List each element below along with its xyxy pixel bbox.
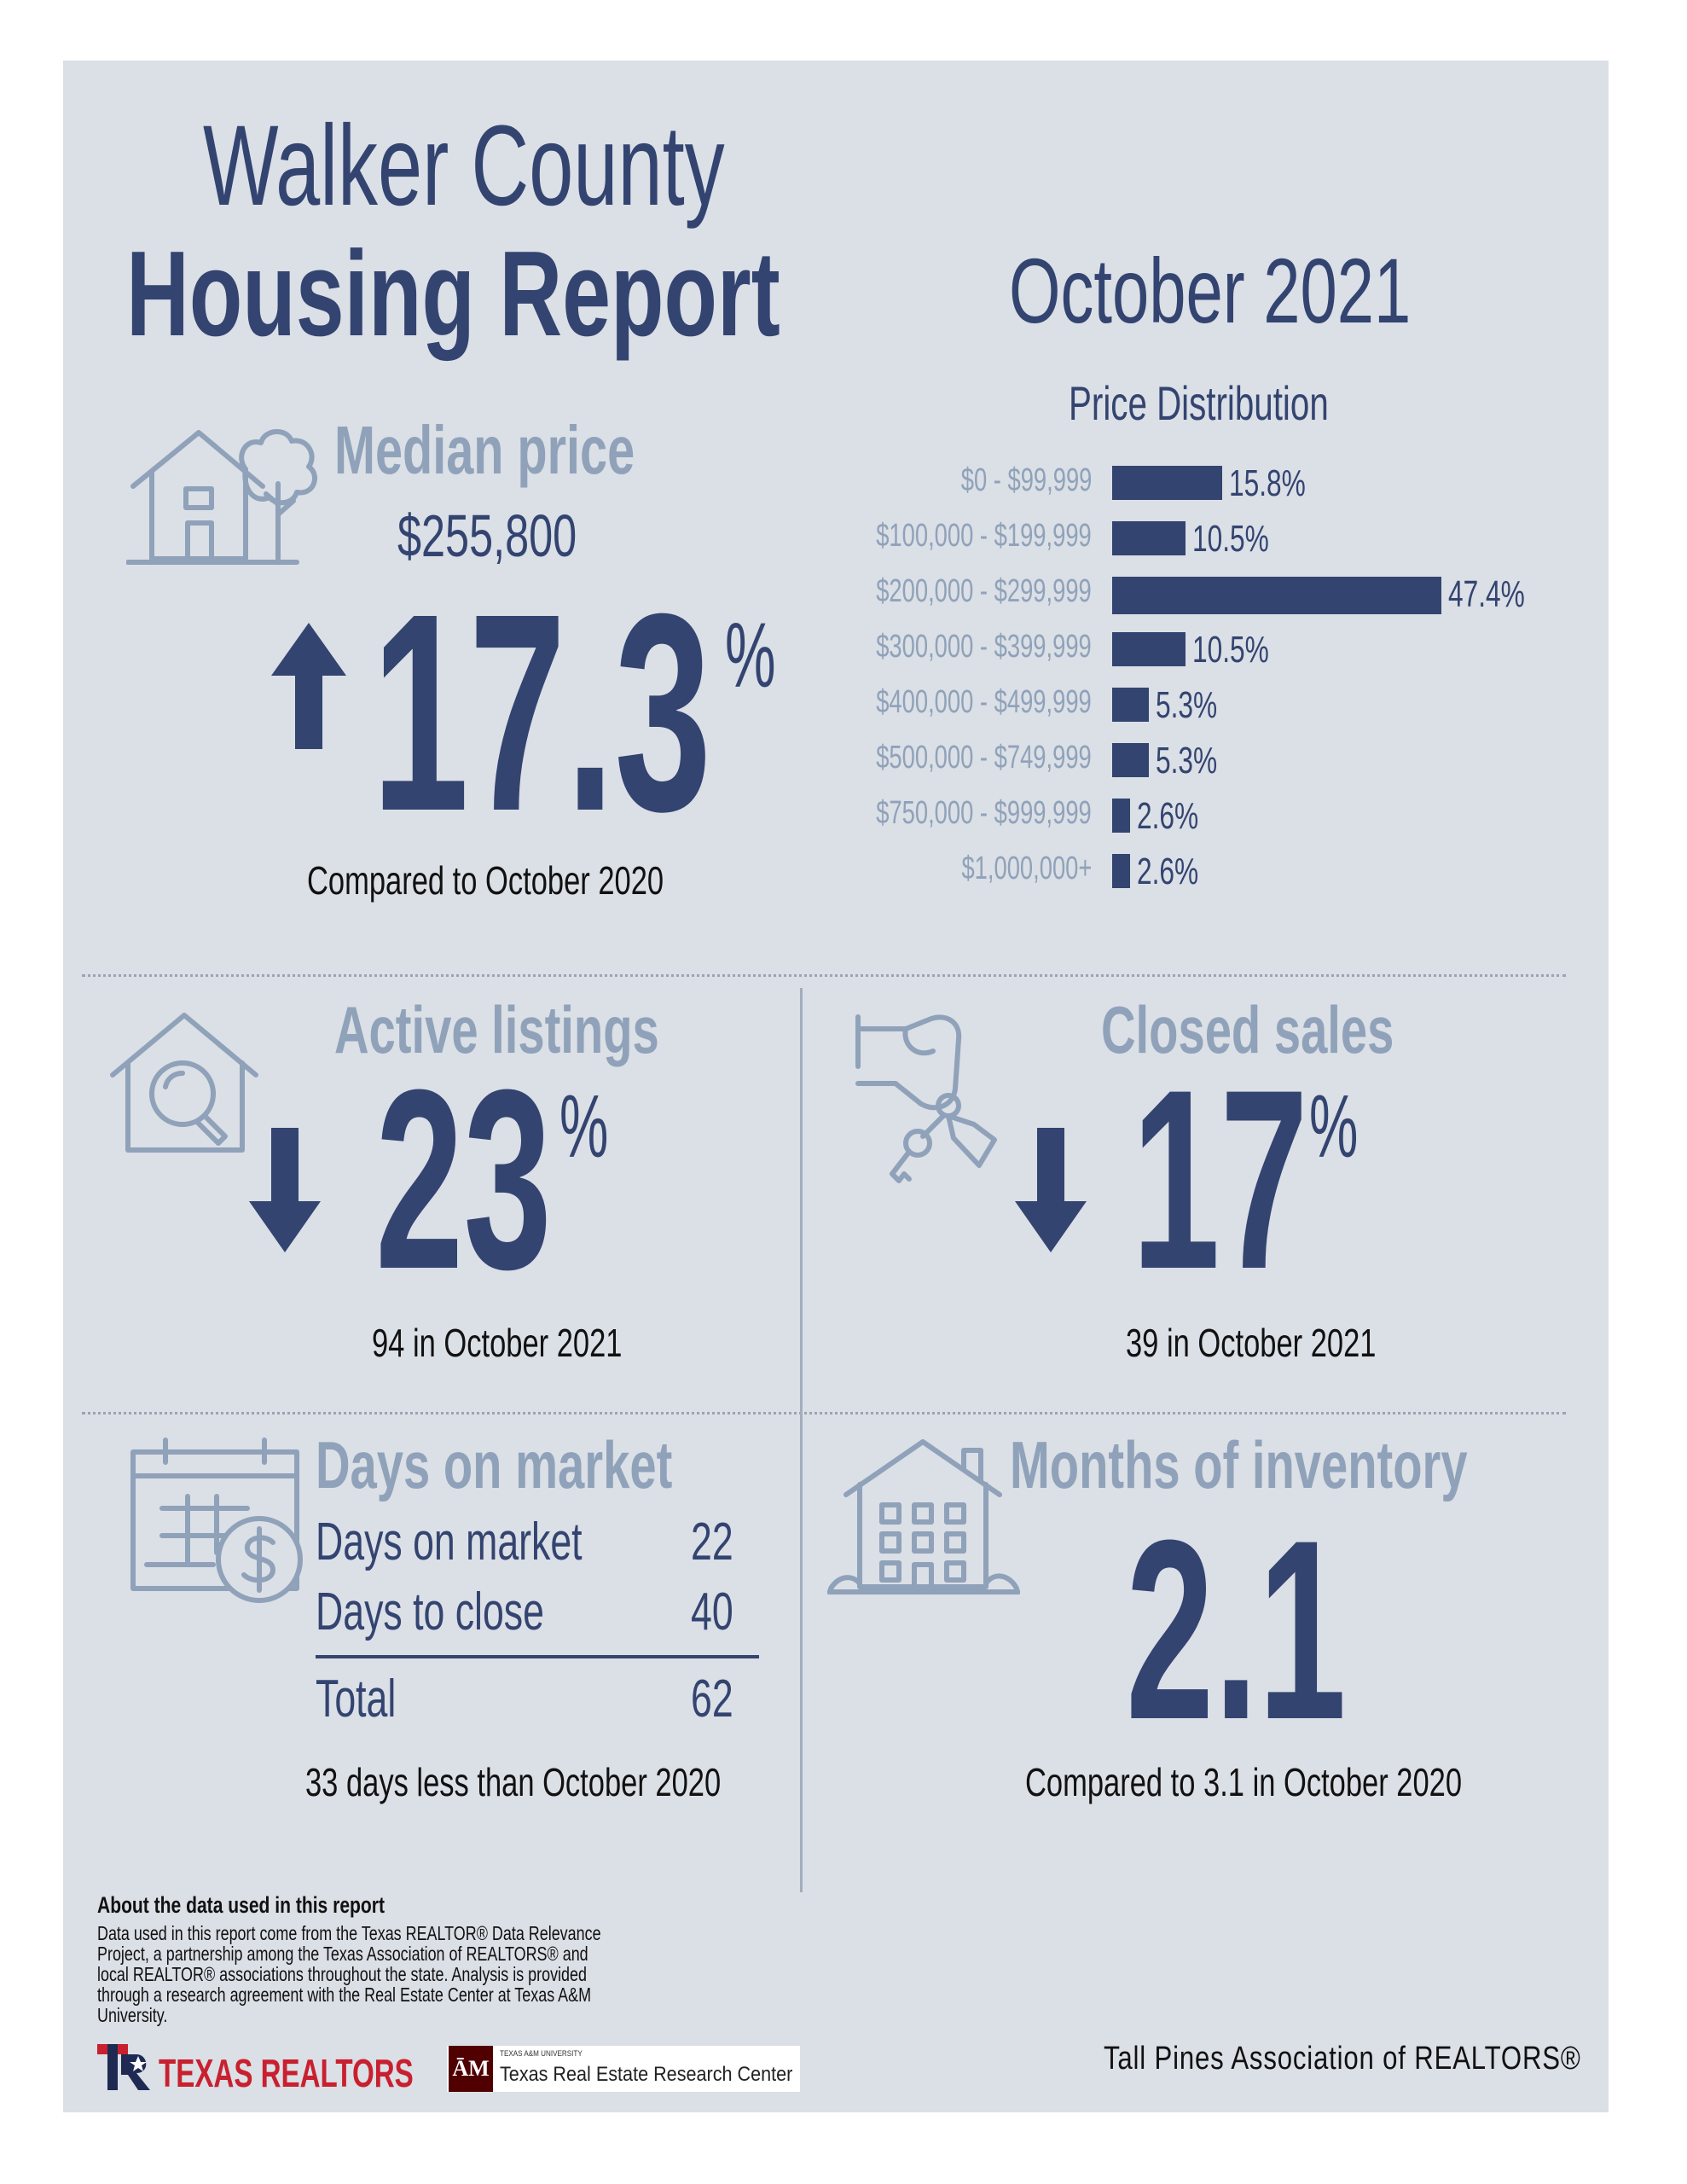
months-inventory-comparison: Compared to 3.1 in October 2020 xyxy=(1025,1760,1463,1804)
chart-value-label: 5.3% xyxy=(1156,740,1218,781)
hand-keys-icon xyxy=(855,1014,997,1183)
arrow-down-icon xyxy=(1015,1128,1087,1252)
chart-category-label: $500,000 - $749,999 xyxy=(876,740,1092,775)
price-distribution-chart: $0 - $99,999 $100,000 - $199,999 $200,000 … xyxy=(768,461,1586,904)
median-change-percent: % xyxy=(725,603,776,706)
chart-value-label: 10.5% xyxy=(1191,629,1269,671)
closed-sales-change: 17 xyxy=(1132,1036,1308,1322)
house-search-icon xyxy=(110,1013,258,1153)
tamu-logo-icon: ĀM xyxy=(449,2046,493,2092)
active-listings-change: 23 xyxy=(375,1036,552,1322)
median-price-label: Median price xyxy=(334,412,635,488)
chart-category-label: $400,000 - $499,999 xyxy=(876,684,1092,720)
total-rule xyxy=(316,1655,759,1658)
chart-title: Price Distribution xyxy=(1069,376,1329,430)
chart-bar xyxy=(1112,466,1222,500)
closed-sales-percent: % xyxy=(1309,1077,1359,1176)
active-listings-detail: 94 in October 2021 xyxy=(372,1321,623,1365)
median-change-value: 17.3 xyxy=(372,555,712,869)
months-inventory-value: 2.1 xyxy=(1126,1486,1347,1773)
tamu-small-text: TEXAS A&M UNIVERSITY xyxy=(500,2049,583,2058)
total-row-value: 62 xyxy=(691,1670,733,1728)
divider-top xyxy=(82,974,1566,977)
divider-middle xyxy=(82,1412,1566,1414)
chart-bar xyxy=(1112,577,1441,614)
calendar-dollar-icon xyxy=(130,1438,303,1603)
divider-vertical xyxy=(800,988,803,1892)
house-tree-icon xyxy=(126,429,317,565)
dtc-row-value: 40 xyxy=(691,1583,733,1641)
chart-value-label: 10.5% xyxy=(1191,518,1269,560)
chart-category-label: $200,000 - $299,999 xyxy=(876,573,1092,609)
title-county: Walker County xyxy=(203,102,725,229)
chart-category-label: $1,000,000+ xyxy=(961,851,1092,886)
chart-value-label: 2.6% xyxy=(1137,851,1199,892)
chart-bar xyxy=(1112,632,1186,666)
chart-bar xyxy=(1112,799,1131,833)
active-listings-percent: % xyxy=(559,1077,609,1176)
about-heading: About the data used in this report xyxy=(97,1892,385,1918)
chart-category-label: $750,000 - $999,999 xyxy=(876,795,1092,831)
arrow-down-icon xyxy=(249,1128,321,1252)
apartment-building-icon xyxy=(827,1439,1020,1594)
texas-realtors-logo-icon xyxy=(97,2044,150,2090)
arrow-up-icon xyxy=(271,623,346,749)
median-comparison: Compared to October 2020 xyxy=(307,858,664,903)
chart-bar xyxy=(1112,854,1131,888)
dom-row-label: Days on market xyxy=(316,1513,583,1571)
median-price-value: $255,800 xyxy=(397,502,577,569)
report-date: October 2021 xyxy=(1009,239,1412,342)
chart-value-label: 5.3% xyxy=(1156,684,1218,726)
report-panel xyxy=(63,61,1609,2112)
dom-row-value: 22 xyxy=(691,1513,733,1571)
total-row-label: Total xyxy=(316,1670,397,1728)
dom-comparison: 33 days less than October 2020 xyxy=(305,1760,722,1804)
title-report: Housing Report xyxy=(126,226,780,362)
days-on-market-label: Days on market xyxy=(316,1427,673,1502)
chart-value-label: 15.8% xyxy=(1228,462,1306,504)
chart-category-label: $0 - $99,999 xyxy=(960,462,1092,498)
chart-category-labels: $0 - $99,999 $100,000 - $199,999 $200,000 … xyxy=(768,461,1092,904)
tamu-logo-box xyxy=(447,2046,800,2092)
chart-category-label: $300,000 - $399,999 xyxy=(876,629,1092,665)
chart-bar xyxy=(1112,743,1150,777)
dtc-row-label: Days to close xyxy=(316,1583,544,1641)
association-name: Tall Pines Association of REALTORS® xyxy=(1104,2041,1581,2077)
closed-sales-detail: 39 in October 2021 xyxy=(1126,1321,1377,1365)
closed-sales-label: Closed sales xyxy=(1101,992,1394,1067)
about-body: Data used in this report come from the T… xyxy=(97,1922,601,2026)
chart-category-label: $100,000 - $199,999 xyxy=(876,518,1092,554)
chart-bar xyxy=(1112,688,1150,722)
tamu-large-text: Texas Real Estate Research Center xyxy=(500,2063,793,2086)
chart-value-label: 47.4% xyxy=(1448,573,1525,615)
texas-realtors-logo-text: TEXAS REALTORS xyxy=(159,2051,414,2095)
chart-bar xyxy=(1112,521,1186,555)
chart-value-label: 2.6% xyxy=(1137,795,1199,837)
active-listings-label: Active listings xyxy=(334,992,659,1067)
months-inventory-label: Months of inventory xyxy=(1010,1427,1468,1502)
